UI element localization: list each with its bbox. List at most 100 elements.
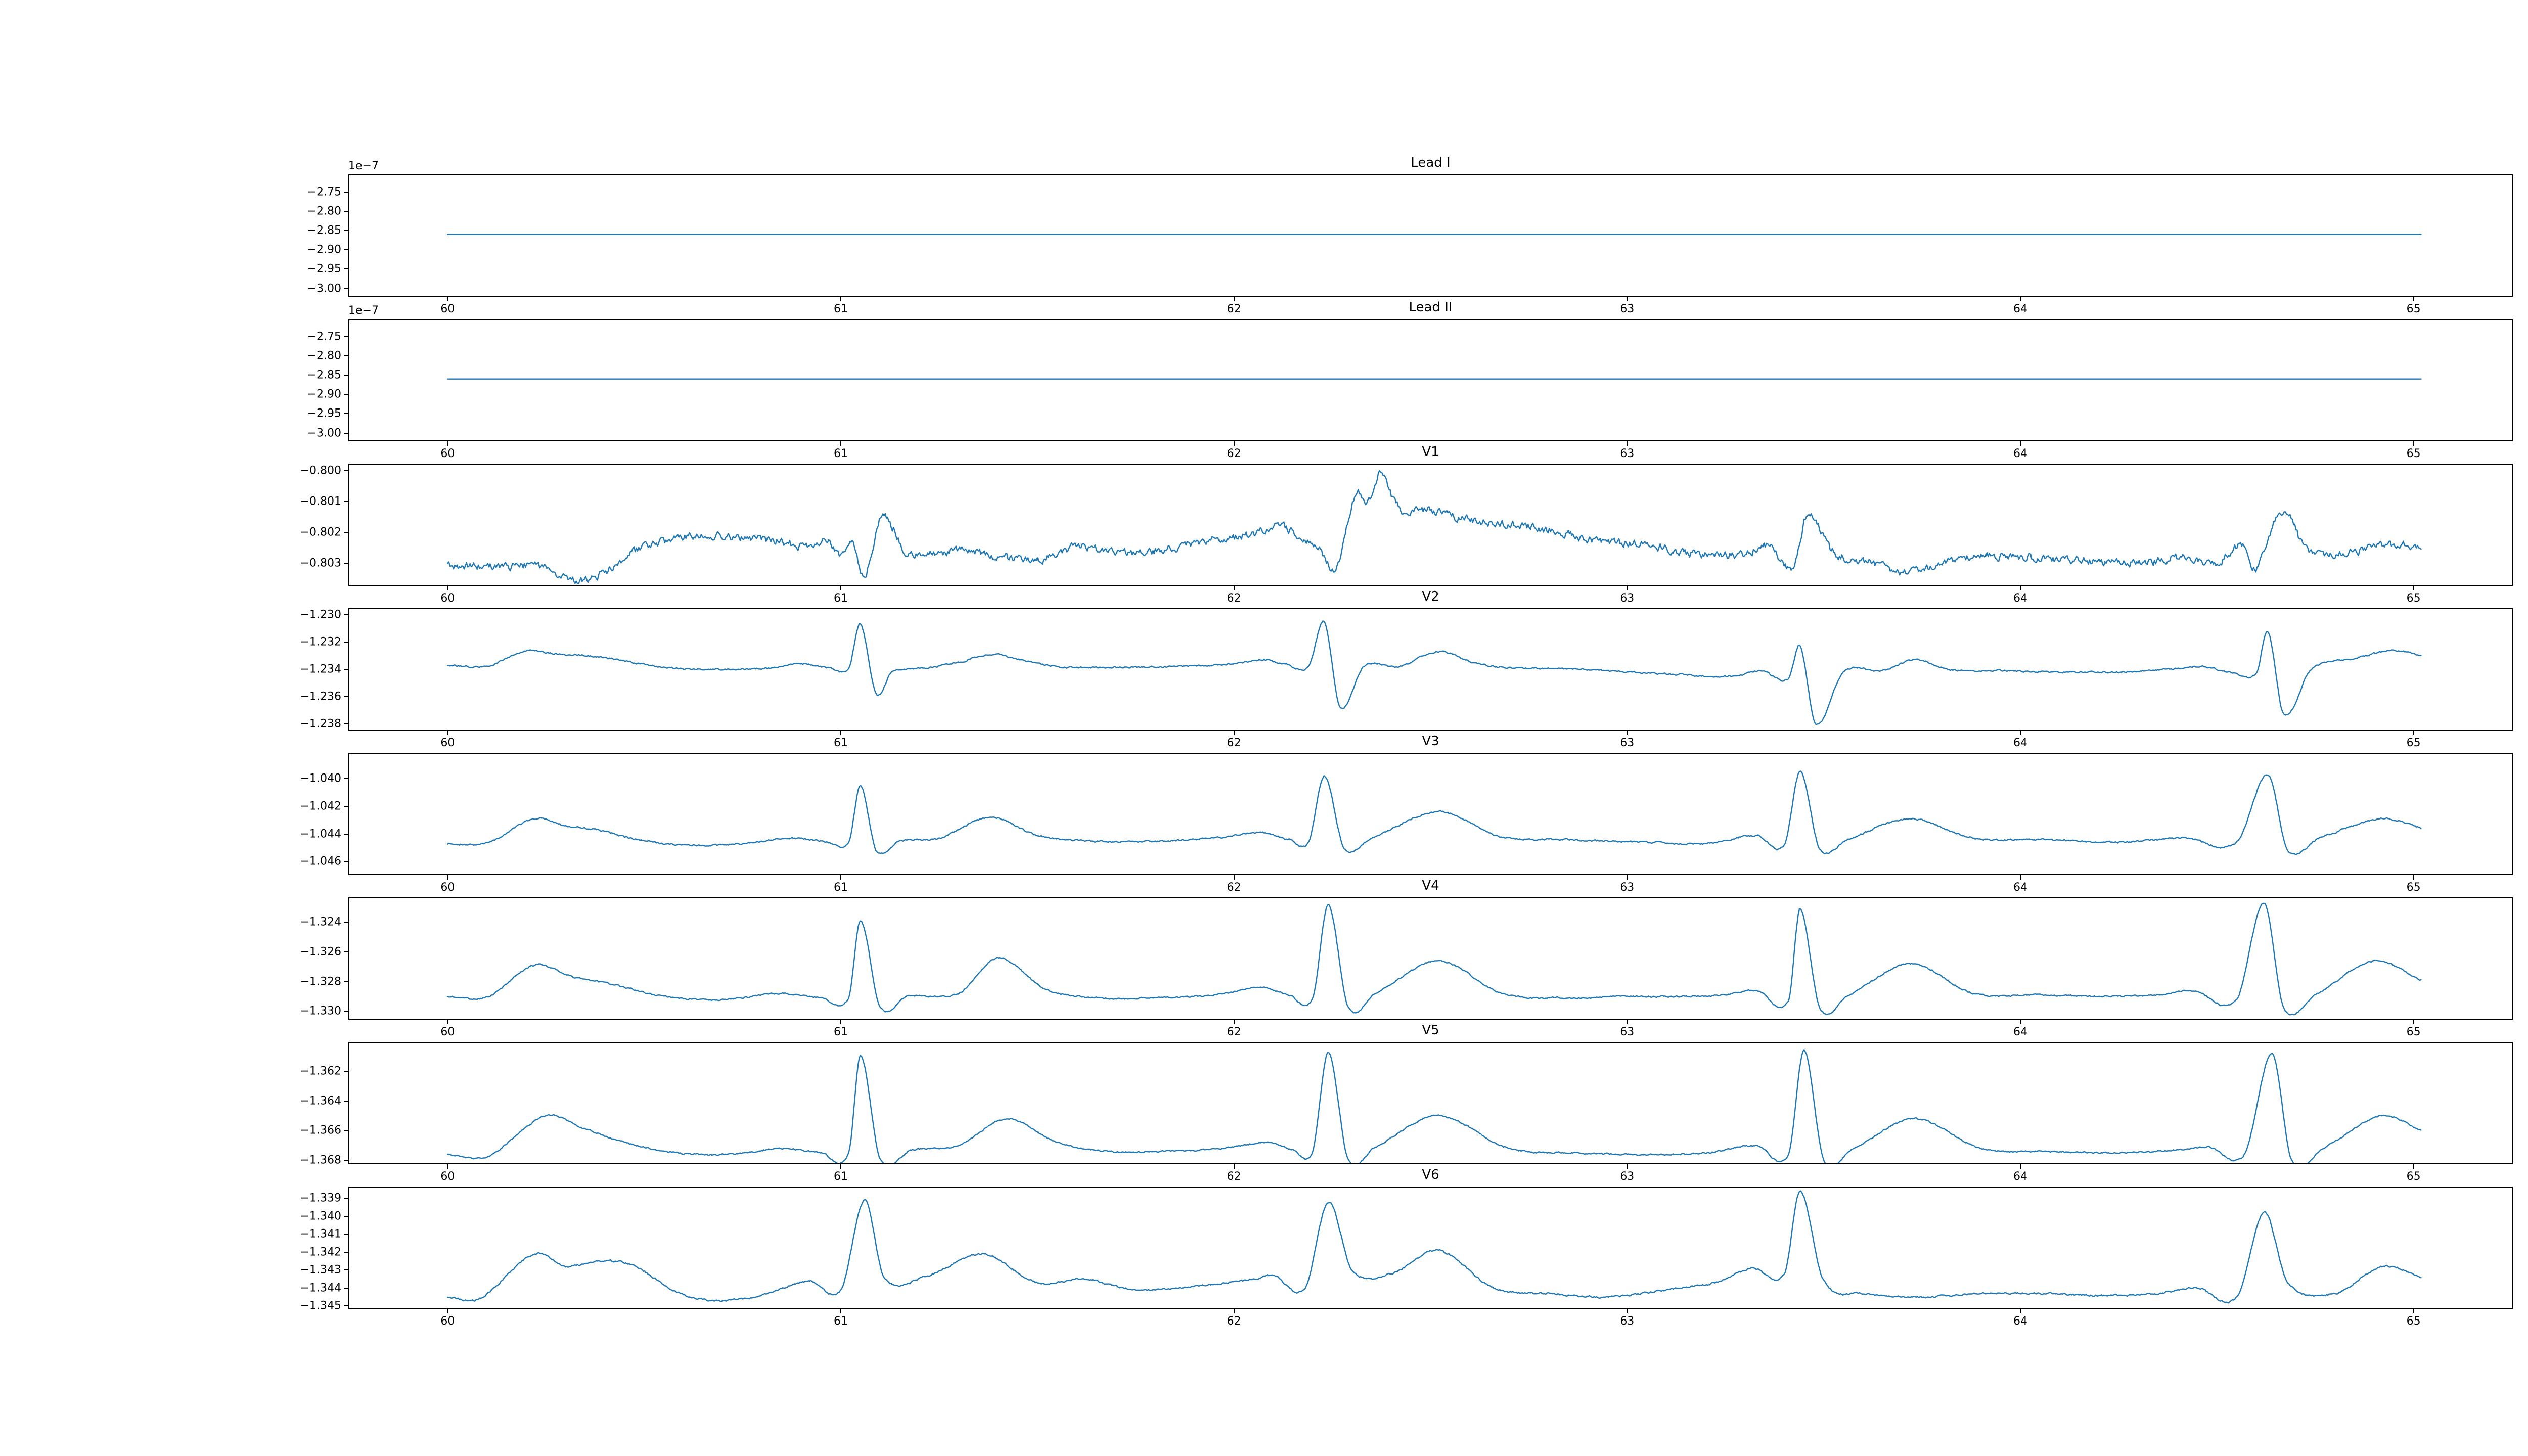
x-tick-mark <box>2413 731 2414 735</box>
y-tick-mark <box>344 723 348 725</box>
y-tick-label: −1.326 <box>300 945 341 959</box>
x-tick-label: 63 <box>1620 303 1635 315</box>
x-tick-mark <box>1233 875 1235 880</box>
x-tick-mark <box>2413 875 2414 880</box>
x-tick-label: 64 <box>2013 1026 2027 1038</box>
x-tick-mark <box>1233 731 1235 735</box>
x-tick-label: 63 <box>1620 1026 1635 1038</box>
x-tick-mark <box>447 875 448 880</box>
y-tick-mark <box>344 1198 348 1199</box>
x-tick-label: 65 <box>2406 1026 2421 1038</box>
x-tick-label: 61 <box>834 737 848 749</box>
y-tick-label: −2.95 <box>307 407 341 420</box>
y-tick-label: −1.232 <box>300 635 341 649</box>
y-tick-label: −1.236 <box>300 690 341 703</box>
y-tick-label: −2.95 <box>307 262 341 276</box>
x-tick-mark <box>840 875 842 880</box>
x-tick-label: 65 <box>2406 303 2421 315</box>
y-tick-label: −1.362 <box>300 1065 341 1078</box>
panel-v6: V6 −1.339 −1.340 −1.341 −1.342 −1.343 −1.344 −1… <box>300 1167 2513 1328</box>
y-tick-label: −1.341 <box>300 1227 341 1241</box>
y-tick-label: −1.344 <box>300 1282 341 1295</box>
y-tick-mark <box>344 288 348 289</box>
y-tick-mark <box>344 805 348 807</box>
x-tick-mark <box>840 731 842 735</box>
x-tick-mark <box>447 297 448 301</box>
x-tick-mark <box>1627 731 1628 735</box>
x-tick-mark <box>2413 1164 2414 1169</box>
y-tick-label: −2.90 <box>307 243 341 256</box>
y-tick-label: −1.040 <box>300 772 341 785</box>
y-axis-offset-label: 1e−7 <box>348 160 379 172</box>
x-tick-mark <box>2019 586 2021 590</box>
y-tick-label: −2.75 <box>307 330 341 343</box>
x-tick-mark <box>447 731 448 735</box>
x-tick-mark <box>2413 441 2414 446</box>
y-tick-label: −1.345 <box>300 1299 341 1312</box>
panel-title-v2: V2 <box>1422 589 1439 604</box>
x-tick-mark <box>447 1164 448 1169</box>
x-tick-mark <box>840 1309 842 1313</box>
y-tick-label: −1.340 <box>300 1210 341 1223</box>
panel-title-lead-i: Lead I <box>1411 155 1451 170</box>
y-tick-mark <box>344 249 348 251</box>
x-tick-label: 60 <box>440 592 455 605</box>
x-tick-label: 65 <box>2406 447 2421 460</box>
x-tick-label: 63 <box>1620 1315 1635 1328</box>
x-tick-label: 60 <box>440 303 455 315</box>
x-tick-label: 62 <box>1227 447 1241 460</box>
y-tick-label: −3.00 <box>307 282 341 295</box>
x-tick-label: 63 <box>1620 737 1635 749</box>
y-tick-label: −1.042 <box>300 800 341 813</box>
y-tick-label: −3.00 <box>307 427 341 439</box>
x-tick-mark <box>840 586 842 590</box>
y-tick-label: −1.046 <box>300 855 341 868</box>
panel-lead-i: Lead I 1e−7 −2.75 −2.80 −2.85 −2.90 −2.95 −3.00… <box>307 155 2513 315</box>
y-tick-label: −2.75 <box>307 186 341 199</box>
x-tick-label: 62 <box>1227 737 1241 749</box>
x-tick-mark <box>1627 586 1628 590</box>
y-tick-mark <box>344 268 348 270</box>
trace-line-v4 <box>447 902 2422 1016</box>
x-tick-label: 61 <box>834 1170 848 1183</box>
y-tick-label: −2.80 <box>307 205 341 218</box>
y-tick-mark <box>344 432 348 434</box>
x-tick-label: 64 <box>2013 303 2027 315</box>
x-tick-label: 62 <box>1227 592 1241 605</box>
waveform-v5 <box>447 1049 2422 1163</box>
y-tick-mark <box>344 210 348 212</box>
panel-title-v1: V1 <box>1422 444 1439 460</box>
y-tick-mark <box>344 861 348 862</box>
y-tick-label: −1.044 <box>300 828 341 841</box>
y-tick-mark <box>344 355 348 356</box>
y-tick-mark <box>344 1234 348 1235</box>
y-tick-mark <box>344 336 348 337</box>
y-tick-label: −1.343 <box>300 1263 341 1277</box>
x-tick-mark <box>447 1020 448 1024</box>
y-tick-mark <box>344 981 348 982</box>
y-tick-mark <box>344 641 348 643</box>
waveform-v4 <box>447 902 2422 1016</box>
x-tick-mark <box>1233 586 1235 590</box>
trace-line-v3 <box>447 770 2422 856</box>
x-tick-label: 65 <box>2406 592 2421 605</box>
waveform-lead-i <box>447 234 2422 235</box>
x-tick-mark <box>1233 441 1235 446</box>
x-tick-label: 61 <box>834 592 848 605</box>
x-tick-label: 63 <box>1620 447 1635 460</box>
x-tick-mark <box>1233 1020 1235 1024</box>
y-tick-mark <box>344 413 348 415</box>
y-tick-mark <box>344 375 348 376</box>
panel-title-v6: V6 <box>1422 1167 1439 1182</box>
x-tick-mark <box>2413 297 2414 301</box>
panel-title-v3: V3 <box>1422 734 1439 749</box>
trace-line-v5 <box>447 1049 2422 1163</box>
x-tick-mark <box>1627 297 1628 301</box>
y-tick-mark <box>344 778 348 780</box>
y-tick-mark <box>344 230 348 232</box>
x-tick-label: 60 <box>440 1315 455 1328</box>
x-tick-label: 64 <box>2013 1315 2027 1328</box>
panel-v1: V1 −0.800 −0.801 −0.802 −0.803 60 61 62 63 64 65 <box>300 444 2513 605</box>
x-tick-label: 62 <box>1227 1170 1241 1183</box>
